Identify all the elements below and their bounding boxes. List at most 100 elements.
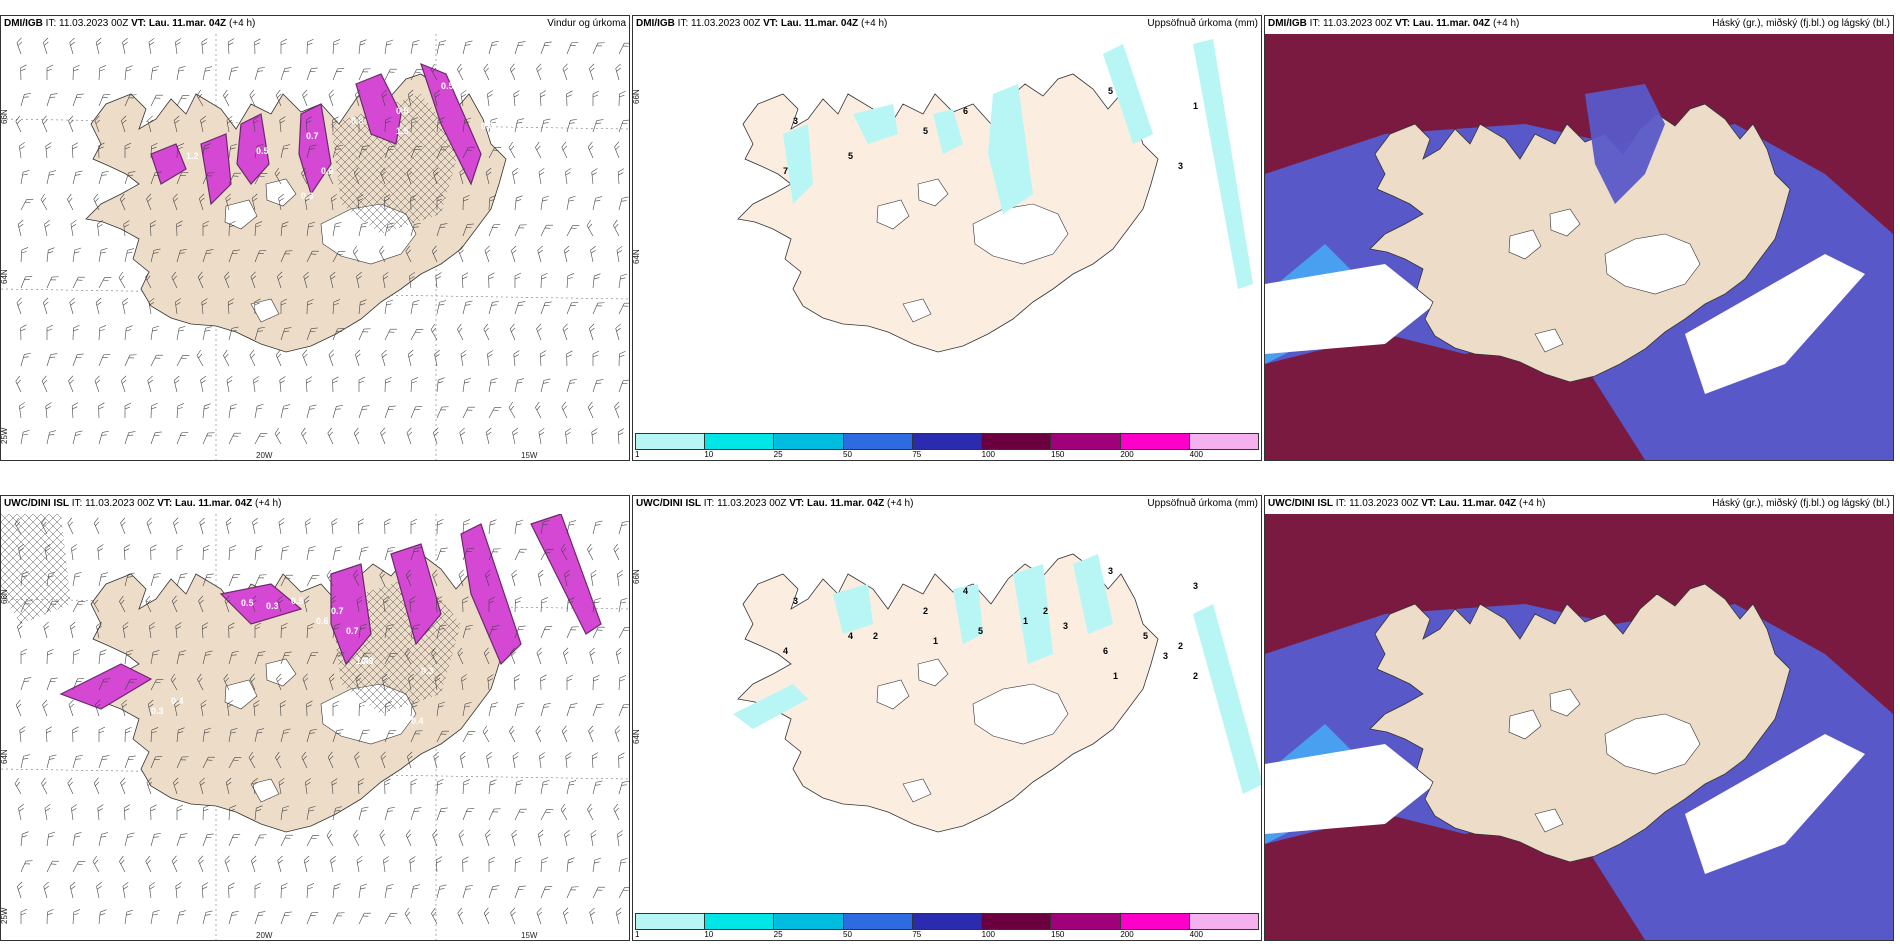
- wind-barb: [124, 142, 132, 158]
- wind-barb: [124, 65, 133, 81]
- panel-clouds-dmi: DMI/IGB IT: 11.03.2023 00Z VT: Lau. 11.m…: [1264, 15, 1894, 461]
- wind-barb: [562, 323, 569, 341]
- wind-barb: [536, 907, 543, 925]
- wind-barb: [613, 219, 620, 237]
- precip-value-label: 0.3: [361, 701, 374, 711]
- wind-barb: [406, 167, 413, 185]
- wind-barb: [488, 885, 500, 899]
- clear-sky-area: [1265, 264, 1435, 354]
- precip-value-label: 1.4: [356, 656, 369, 666]
- wind-barb: [44, 803, 51, 821]
- wind-barb: [176, 403, 185, 419]
- wind-barb: [485, 427, 492, 445]
- wind-barb: [563, 647, 569, 665]
- wind-barb: [488, 117, 498, 133]
- wind-barb: [280, 250, 293, 263]
- wind-barb: [462, 548, 475, 561]
- wind-barb: [201, 38, 208, 55]
- wind-barb: [458, 245, 464, 263]
- accum-zone: [1013, 564, 1053, 664]
- wind-barb: [433, 167, 439, 185]
- wind-barb: [353, 427, 360, 445]
- wind-barb: [434, 349, 440, 367]
- wind-barb: [588, 725, 594, 743]
- wind-barb: [20, 908, 28, 924]
- wind-barb: [254, 545, 263, 561]
- wind-barb: [278, 193, 284, 211]
- wind-barb: [97, 804, 104, 821]
- wind-barb: [280, 67, 292, 81]
- wind-barb: [384, 730, 397, 743]
- wind-barb: [306, 221, 316, 237]
- wind-barb: [280, 327, 292, 341]
- wind-barb: [67, 517, 74, 535]
- wind-barb: [358, 299, 367, 315]
- wind-barb: [436, 194, 444, 210]
- accum-zone: [1073, 554, 1113, 634]
- wind-barb: [407, 349, 414, 367]
- lat-label: 66N: [1, 589, 9, 604]
- wind-barb: [358, 729, 370, 743]
- wind-barb: [20, 600, 33, 613]
- wind-barb: [410, 624, 421, 639]
- wind-barb: [254, 834, 267, 847]
- wind-barb: [123, 804, 131, 821]
- wind-barb: [280, 221, 289, 237]
- accum-value-label: 2: [873, 631, 878, 641]
- panel-header: UWC/DINI ISL IT: 11.03.2023 00Z VT: Lau.…: [1, 496, 629, 512]
- wind-barb: [46, 324, 54, 340]
- wind-barb: [228, 622, 235, 639]
- wind-barb: [459, 751, 466, 769]
- wind-barb: [618, 302, 629, 315]
- precip-band: [355, 73, 402, 145]
- glacier: [876, 679, 910, 710]
- wind-barb: [148, 37, 155, 55]
- wind-barb: [566, 42, 579, 55]
- wind-barb: [173, 777, 179, 795]
- wind-barb: [41, 517, 48, 535]
- wind-barb: [15, 699, 22, 717]
- colorbar-labels: 1 10 25 50 75 100 150 200 400: [635, 930, 1259, 939]
- wind-barb: [224, 855, 231, 873]
- wind-barb: [409, 596, 416, 613]
- wind-barb: [176, 756, 189, 769]
- panel-header: DMI/IGB IT: 11.03.2023 00Z VT: Lau. 11.m…: [1, 16, 629, 32]
- wind-barb: [410, 377, 419, 393]
- wind-barb: [46, 831, 56, 847]
- wind-barb: [618, 752, 625, 769]
- precip-value-label: 1.5: [396, 126, 409, 136]
- wind-barb: [458, 569, 465, 587]
- accum-value-label: 5: [923, 126, 928, 136]
- wind-barb: [68, 699, 75, 717]
- wind-barb: [540, 301, 552, 315]
- glacier: [1549, 208, 1581, 237]
- wind-barb: [280, 144, 291, 159]
- wind-barb: [254, 403, 264, 419]
- wind-barb: [198, 855, 204, 873]
- wind-barb: [384, 405, 396, 419]
- wind-barb: [254, 622, 262, 638]
- wind-barb: [488, 195, 497, 211]
- wind-barb: [355, 673, 361, 691]
- wind-barb: [302, 89, 308, 107]
- wind-barb: [228, 727, 238, 743]
- glacier: [265, 178, 297, 207]
- wind-barb: [433, 427, 439, 445]
- wind-barb: [176, 573, 188, 587]
- wind-barb: [71, 402, 79, 419]
- wind-barb: [436, 377, 445, 393]
- wind-barb: [565, 168, 572, 185]
- colorbar-tick-label: 200: [1120, 450, 1134, 459]
- wind-barb: [171, 595, 178, 613]
- wind-barb: [488, 779, 497, 795]
- lat-label: 64N: [1, 269, 9, 284]
- wind-barb: [93, 777, 100, 795]
- wind-barb: [224, 595, 231, 613]
- precip-value-label: 0.5: [396, 106, 409, 116]
- accum-zone: [933, 109, 963, 154]
- wind-barb: [150, 572, 161, 587]
- accum-value-label: 3: [1163, 651, 1168, 661]
- wind-barb: [70, 219, 77, 237]
- wind-barb: [483, 63, 490, 81]
